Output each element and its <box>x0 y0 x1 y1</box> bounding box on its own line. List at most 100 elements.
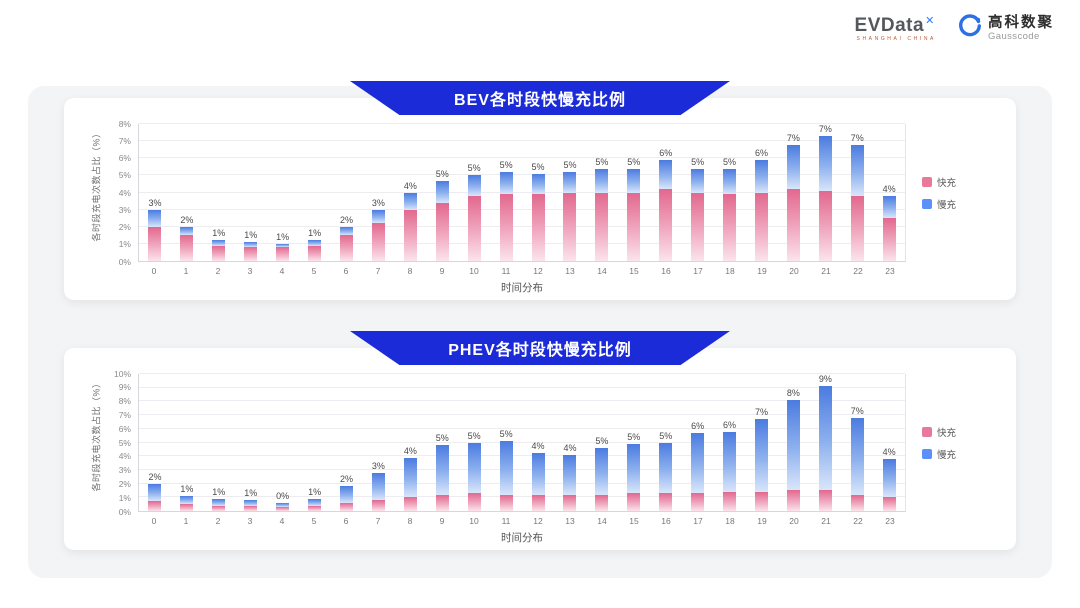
fast-charge-segment <box>308 505 322 511</box>
x-tick-label: 15 <box>629 516 639 526</box>
bar-column: 7% <box>809 124 841 261</box>
x-tick-label: 14 <box>597 516 607 526</box>
gausscode-cn-text: 高科数聚 <box>988 14 1054 31</box>
bar-column: 7% <box>841 124 873 261</box>
bar-column: 2% <box>331 374 363 511</box>
bar-column: 2% <box>139 374 171 511</box>
fast-charge-segment <box>403 497 417 511</box>
grid-line <box>139 373 905 374</box>
stacked-bar <box>276 243 290 261</box>
fast-charge-segment <box>531 194 545 261</box>
y-tick-label: 2% <box>118 222 131 232</box>
x-tick-label: 13 <box>565 266 575 276</box>
fast-charge-segment <box>212 245 226 261</box>
stacked-bar <box>818 136 832 261</box>
x-tick-label: 12 <box>533 516 543 526</box>
fast-charge-segment <box>659 189 673 261</box>
stacked-bar <box>371 472 385 511</box>
stacked-bar <box>595 168 609 261</box>
bar-column: 2% <box>171 124 203 261</box>
slow-charge-segment <box>882 195 896 219</box>
slow-charge-segment <box>627 168 641 193</box>
y-tick-label: 9% <box>118 382 131 393</box>
stacked-bar <box>308 240 322 261</box>
fast-charge-segment <box>371 500 385 511</box>
grid-line <box>139 427 905 429</box>
stacked-bar <box>659 442 673 512</box>
bar-column: 1% <box>203 124 235 261</box>
x-tick-label: 15 <box>629 266 639 276</box>
grid-line <box>139 400 905 402</box>
stacked-bar <box>595 447 609 511</box>
fast-charge-segment <box>723 491 737 511</box>
y-axis-title-cell: 各时段充电次数占比（%） <box>88 374 104 512</box>
x-tick-label: 1 <box>183 516 189 526</box>
bar-column: 1% <box>203 374 235 511</box>
x-tick-label: 17 <box>693 266 703 276</box>
fast-charge-segment <box>627 192 641 261</box>
bar-total-label: 5% <box>723 156 737 167</box>
slow-charge-segment <box>818 386 832 491</box>
fast-charge-segment <box>595 494 609 511</box>
fast-charge-segment <box>276 506 290 511</box>
x-tick-label: 20 <box>789 516 799 526</box>
fast-charge-segment <box>435 202 449 261</box>
stacked-bar <box>435 445 449 511</box>
y-tick-label: 6% <box>118 153 131 163</box>
x-tick-label: 7 <box>375 516 381 526</box>
stacked-bar <box>786 400 800 511</box>
bar-column: 5% <box>586 124 618 261</box>
stacked-bar <box>180 226 194 261</box>
bar-total-label: 2% <box>148 471 162 482</box>
fast-charge-segment <box>882 497 896 511</box>
evdata-logo: EVData✕ SHANGHAI CHINA <box>855 16 936 42</box>
slow-charge-segment <box>563 171 577 193</box>
bar-column: 5% <box>490 124 522 261</box>
x-tick-label: 23 <box>885 266 895 276</box>
stacked-bar <box>435 180 449 261</box>
bar-column: 5% <box>522 124 554 261</box>
x-tick-label: 22 <box>853 516 863 526</box>
gausscode-logo: 高科数聚 Gausscode <box>958 14 1054 43</box>
bar-total-label: 5% <box>435 168 449 179</box>
bar-total-label: 5% <box>499 429 513 440</box>
x-tick-label: 16 <box>661 516 671 526</box>
stacked-bar <box>691 432 705 511</box>
x-tick-label: 11 <box>501 516 511 526</box>
phev-chart-card: PHEV各时段快慢充比例 各时段充电次数占比（%） 0% 1% 2% 3% 4% 5% 6%… <box>64 331 1016 550</box>
legend-swatch <box>922 177 932 187</box>
slow-charge-segment <box>371 472 385 501</box>
stacked-bar <box>818 386 832 511</box>
x-tick-label: 7 <box>375 266 381 276</box>
grid-line <box>139 208 905 210</box>
stacked-bar <box>339 486 353 511</box>
bar-column: 5% <box>586 374 618 511</box>
slow-charge-segment <box>786 144 800 190</box>
fast-charge-segment <box>818 490 832 511</box>
stacked-bar <box>723 431 737 511</box>
stacked-bar <box>691 168 705 261</box>
x-tick-label: 8 <box>407 516 413 526</box>
bar-total-label: 1% <box>308 228 322 239</box>
fast-charge-segment <box>563 494 577 511</box>
bar-total-label: 2% <box>180 214 194 225</box>
x-axis-title: 时间分布 <box>501 532 543 544</box>
stacked-bar <box>148 483 162 511</box>
stacked-bar <box>563 454 577 511</box>
slow-charge-segment <box>148 209 162 227</box>
bar-column: 1% <box>235 374 267 511</box>
stacked-bar <box>723 168 737 261</box>
bar-total-label: 6% <box>723 419 737 430</box>
bar-column: 4% <box>394 374 426 511</box>
bar-total-label: 4% <box>882 183 896 194</box>
bar-total-label: 7% <box>754 407 768 418</box>
fast-charge-segment <box>691 493 705 511</box>
bar-total-label: 1% <box>212 486 226 497</box>
bar-column: 1% <box>235 124 267 261</box>
legend-swatch <box>922 449 932 459</box>
x-tick-label: 21 <box>821 266 831 276</box>
slow-charge-segment <box>850 144 864 196</box>
bar-column: 1% <box>299 124 331 261</box>
gausscode-en-text: Gausscode <box>988 30 1040 42</box>
x-tick-label: 0 <box>151 516 157 526</box>
